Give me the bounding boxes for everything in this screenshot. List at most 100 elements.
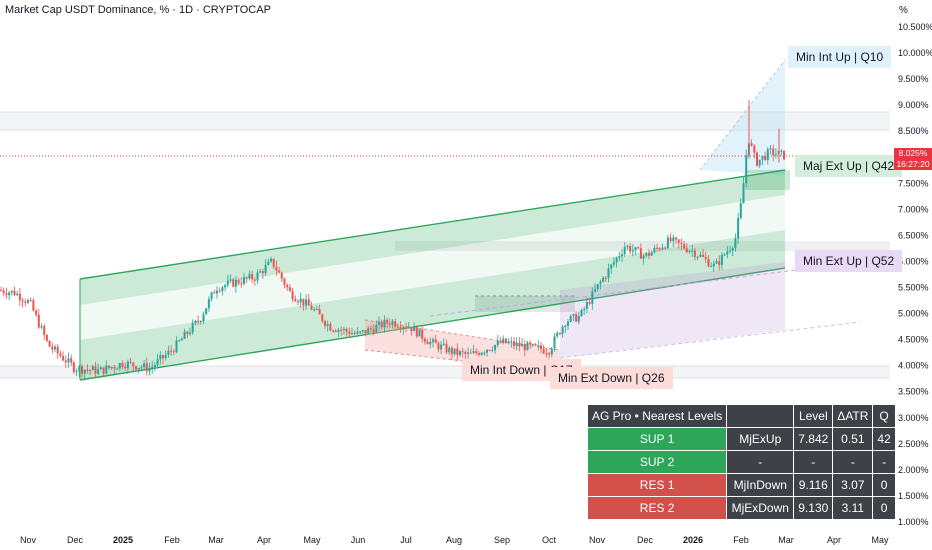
y-tick-label: 7.500% <box>898 178 929 188</box>
candle-body <box>561 326 564 335</box>
candle-body <box>302 298 305 306</box>
candle-body <box>715 261 718 264</box>
projection-cone <box>700 60 785 175</box>
chart-title: Market Cap USDT Dominance, % · 1D · CRYP… <box>5 4 271 16</box>
candle-body <box>675 237 677 240</box>
candle-body <box>456 348 459 355</box>
candle-body <box>72 362 75 372</box>
candle-body <box>237 279 240 284</box>
candle-body <box>388 323 391 325</box>
candle-body <box>167 350 170 355</box>
row-q: 42 <box>872 427 896 451</box>
levels-table-title: AG Pro • Nearest Levels <box>586 404 728 428</box>
candle-body <box>13 290 16 296</box>
y-tick-label: 6.000% <box>898 256 929 266</box>
candle-body <box>189 332 191 335</box>
candle-body <box>486 349 488 353</box>
candle-body <box>175 340 178 353</box>
candle-body <box>186 331 189 335</box>
candle-body <box>8 292 11 296</box>
candle-body <box>118 363 121 369</box>
range-band <box>395 241 890 251</box>
candle-body <box>261 271 264 274</box>
y-tick-label: 1.000% <box>898 517 929 527</box>
row-level: - <box>793 450 834 474</box>
candle-body <box>315 309 318 311</box>
candle-body <box>661 247 664 250</box>
candle-body <box>504 338 507 344</box>
candle-body <box>62 356 65 361</box>
candle-body <box>340 329 343 331</box>
candle-body <box>664 247 667 249</box>
candle-body <box>534 343 537 346</box>
candle-body <box>634 247 637 251</box>
candle-body <box>696 256 699 258</box>
candle-body <box>769 148 772 150</box>
candle-body <box>423 338 426 342</box>
candle-body <box>164 354 167 359</box>
candle-body <box>783 150 785 160</box>
candle-body <box>469 352 472 354</box>
y-tick-label: 10.500% <box>898 22 932 32</box>
candle-body <box>183 331 186 339</box>
candle-body <box>604 277 607 279</box>
candle-body <box>283 278 286 285</box>
candle-body <box>294 299 297 302</box>
candle-body <box>764 155 767 160</box>
row-q: 0 <box>872 496 896 520</box>
candle-body <box>126 361 129 369</box>
candle-body <box>637 247 640 249</box>
candle-body <box>761 155 764 160</box>
candle-body <box>429 341 432 345</box>
candle-body <box>361 330 364 332</box>
candle-body <box>531 343 534 345</box>
candle-body <box>132 362 135 367</box>
x-tick-label: Nov <box>20 535 37 545</box>
candle-body <box>253 279 256 281</box>
x-tick-label: 2025 <box>113 535 133 545</box>
candle-body <box>121 363 124 367</box>
y-tick-label: 7.000% <box>898 204 929 214</box>
table-row: SUP 2 - - - - <box>586 450 896 474</box>
candle-body <box>459 351 461 355</box>
candle-body <box>523 344 526 351</box>
candle-body <box>83 369 86 374</box>
candle-body <box>99 367 102 370</box>
candle-body <box>51 346 54 350</box>
table-row: RES 1 MjInDown 9.116 3.07 0 <box>586 473 896 497</box>
candle-body <box>610 264 613 269</box>
candle-body <box>383 319 386 328</box>
candle-body <box>545 353 548 355</box>
row-datr: 3.11 <box>832 496 874 520</box>
candle-body <box>477 353 480 355</box>
x-tick-label: Apr <box>827 535 841 545</box>
zone-label-min-ext-down: Min Ext Down | Q26 <box>550 367 673 389</box>
candle-body <box>162 355 164 359</box>
candle-body <box>631 250 634 252</box>
candle-body <box>40 326 43 328</box>
candle-body <box>415 326 418 337</box>
x-tick-label: 2026 <box>683 535 703 545</box>
candle-body <box>491 349 494 351</box>
candle-body <box>629 245 632 252</box>
row-name: - <box>726 450 795 474</box>
candle-body <box>356 331 359 334</box>
candle-body <box>758 159 761 166</box>
candle-body <box>650 252 653 256</box>
candle-body <box>529 342 532 345</box>
candle-body <box>299 298 302 303</box>
candle-body <box>548 353 551 355</box>
candle-body <box>313 309 316 311</box>
row-q: 0 <box>872 473 896 497</box>
row-label: SUP 2 <box>586 450 728 474</box>
candle-body <box>0 290 2 292</box>
candle-body <box>602 277 605 282</box>
candle-body <box>464 352 467 354</box>
candle-body <box>683 244 686 249</box>
y-tick-label: 4.500% <box>898 335 929 345</box>
candle-body <box>642 255 645 259</box>
candle-body <box>305 299 308 306</box>
candle-body <box>653 247 656 253</box>
candle-body <box>672 237 675 242</box>
candle-body <box>442 343 445 345</box>
